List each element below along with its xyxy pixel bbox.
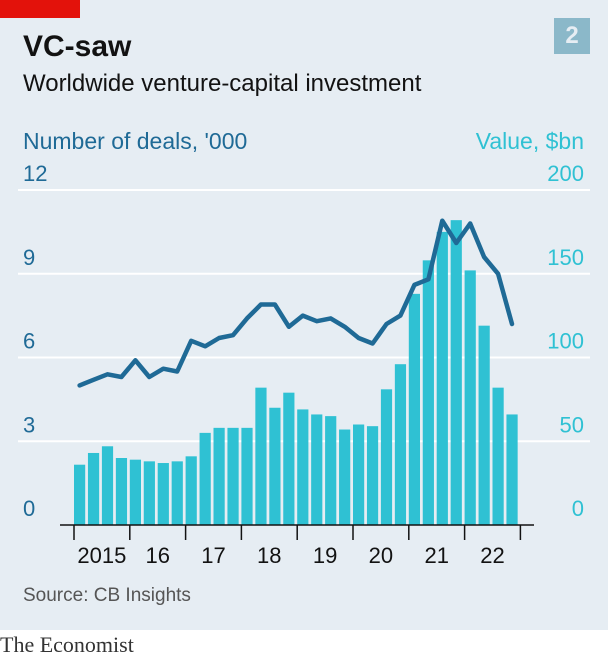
value-bar [255,387,267,525]
value-bar [297,409,309,525]
value-bar [353,424,365,525]
value-bar [492,387,504,525]
x-tick-label: 16 [145,543,169,568]
deals-line [77,218,515,388]
value-bar [422,260,434,525]
right-tick-label: 0 [572,496,584,521]
chart-svg: 0 0 3 50 6 100 9 150 12 200 2015 16 17 18 19 20 21 22 [18,161,590,568]
value-bar [269,407,281,525]
value-bar [115,458,128,525]
x-tick-label: 20 [369,543,393,568]
value-bar [171,461,183,525]
value-bar [283,392,295,525]
value-bar [325,416,337,525]
value-bar [87,452,100,525]
value-bar [227,427,239,525]
value-bar [199,432,211,525]
left-tick-label: 9 [23,245,35,270]
value-bar [394,364,407,525]
chart-subtitle: Worldwide venture-capital investment [23,70,422,97]
publisher-footer: The Economist [0,632,134,657]
right-tick-label: 150 [547,245,584,270]
value-bar [101,446,114,525]
x-tick-label: 22 [480,543,504,568]
right-tick-label: 100 [547,329,584,354]
value-bar [339,429,351,525]
x-tick-label: 17 [201,543,225,568]
value-bar [129,459,141,525]
right-tick-label: 50 [560,412,584,437]
value-bar [450,220,462,525]
value-bar [436,231,448,525]
left-tick-label: 6 [23,329,35,354]
value-bar [213,427,225,525]
line-series [77,218,515,388]
x-tick-label: 2015 [77,543,126,568]
left-tick-label: 12 [23,161,47,186]
left-tick-label: 0 [23,496,35,521]
left-tick-label: 3 [23,412,35,437]
source-note: Source: CB Insights [23,585,191,606]
x-tick-label: 19 [313,543,337,568]
axis-ticks: 0 0 3 50 6 100 9 150 12 200 [23,161,584,521]
bar-series [74,220,518,525]
value-bar [506,414,518,525]
x-axis: 2015 16 17 18 19 20 21 22 [60,524,534,568]
chart-title: VC-saw [23,30,132,63]
value-bar [478,325,490,525]
value-bar [157,463,169,525]
value-bar [143,461,155,525]
right-tick-label: 200 [547,161,584,186]
chart-number-badge: 2 [554,18,590,54]
value-bar [311,414,323,525]
brand-tag [0,0,80,18]
value-bar [241,427,253,525]
value-bar [185,456,197,525]
value-bar [464,270,476,525]
value-bar [408,293,420,525]
value-bar [380,389,393,525]
value-bar [366,426,379,525]
x-tick-label: 18 [257,543,281,568]
x-tick-label: 21 [424,543,448,568]
right-axis-label: Value, $bn [475,128,584,154]
value-bar [74,464,86,525]
left-axis-label: Number of deals, '000 [23,128,248,154]
